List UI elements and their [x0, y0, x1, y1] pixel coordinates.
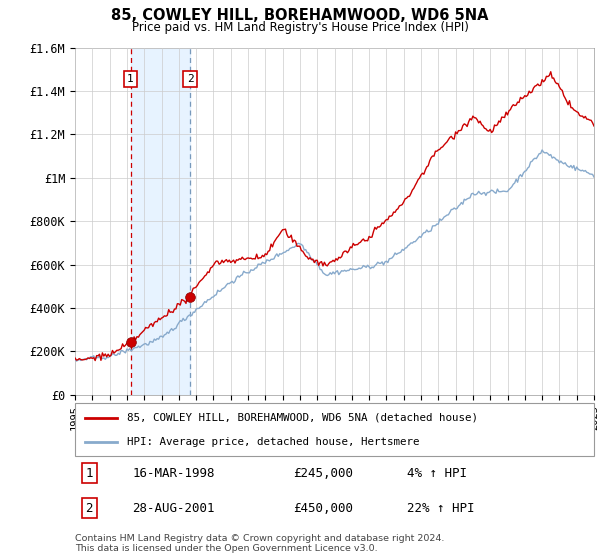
Text: 16-MAR-1998: 16-MAR-1998: [132, 466, 215, 480]
Text: 28-AUG-2001: 28-AUG-2001: [132, 502, 215, 515]
Text: 2: 2: [85, 502, 93, 515]
Text: 2: 2: [187, 74, 193, 84]
FancyBboxPatch shape: [75, 403, 594, 456]
Text: HPI: Average price, detached house, Hertsmere: HPI: Average price, detached house, Hert…: [127, 437, 419, 447]
Text: 1: 1: [85, 466, 93, 480]
Text: Price paid vs. HM Land Registry's House Price Index (HPI): Price paid vs. HM Land Registry's House …: [131, 21, 469, 34]
Text: £245,000: £245,000: [293, 466, 353, 480]
Text: £450,000: £450,000: [293, 502, 353, 515]
Text: 1: 1: [127, 74, 134, 84]
Text: 22% ↑ HPI: 22% ↑ HPI: [407, 502, 475, 515]
Text: 85, COWLEY HILL, BOREHAMWOOD, WD6 5NA: 85, COWLEY HILL, BOREHAMWOOD, WD6 5NA: [111, 8, 489, 24]
Bar: [131, 48, 190, 395]
Text: 4% ↑ HPI: 4% ↑ HPI: [407, 466, 467, 480]
Text: Contains HM Land Registry data © Crown copyright and database right 2024.
This d: Contains HM Land Registry data © Crown c…: [75, 534, 445, 553]
Text: 85, COWLEY HILL, BOREHAMWOOD, WD6 5NA (detached house): 85, COWLEY HILL, BOREHAMWOOD, WD6 5NA (d…: [127, 413, 478, 423]
